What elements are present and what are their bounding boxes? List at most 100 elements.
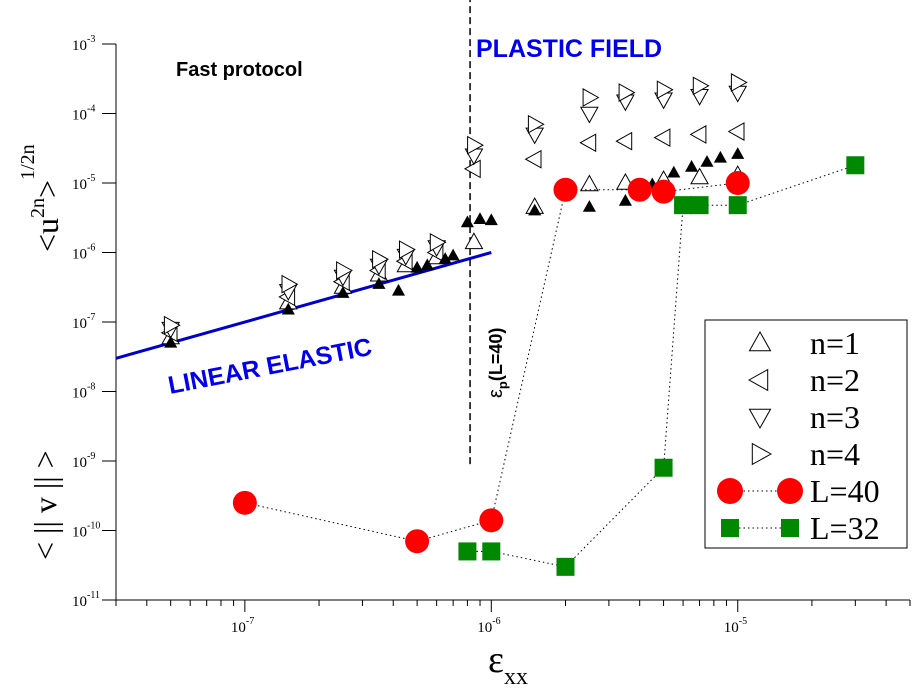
series-triangle-left (160, 122, 745, 343)
x-axis-label-main: ε (488, 639, 504, 681)
marker-circle (479, 508, 504, 533)
marker-triangle-filled (700, 155, 714, 167)
marker-triangle-right (527, 114, 545, 134)
x-tick-label-base: 10 (724, 620, 739, 636)
legend-marker-triangle-right (751, 442, 773, 466)
legend-marker-circle (717, 478, 743, 504)
y-tick-label: 10-10 (72, 521, 100, 541)
x-tick-label: 10-6 (477, 616, 500, 636)
y-axis-label-bottom: < || v || > (27, 450, 63, 560)
y-tick-label: 10-6 (72, 243, 95, 263)
marker-triangle-left (653, 128, 671, 148)
marker-triangle-filled (336, 286, 350, 298)
y-tick-label-exp: -8 (87, 382, 95, 393)
series-triangle-up-filled (164, 147, 745, 348)
marker-circle (405, 529, 430, 554)
marker-triangle-filled (713, 150, 727, 163)
plastic-field-annotation: PLASTIC FIELD (476, 35, 662, 63)
y-label-exp: 1/2n (17, 144, 39, 180)
marker-triangle-filled (281, 302, 295, 315)
y-tick-label-base: 10 (72, 108, 87, 124)
legend-item: L=40 (717, 473, 880, 509)
x-tick-label: 10-5 (724, 616, 747, 636)
x-tick-label-exp: -5 (739, 616, 747, 627)
marker-square (674, 196, 693, 215)
marker-triangle-filled (372, 277, 386, 289)
marker-triangle-right (467, 135, 484, 155)
tick-labels: 10-7 10-6 10-510-1110-1010-910-810-710-610… (72, 34, 747, 636)
marker-triangle-filled (685, 159, 699, 172)
marker-triangle-filled (618, 193, 632, 206)
marker-triangle-filled (446, 248, 460, 261)
legend-label: n=1 (810, 325, 860, 361)
legend-marker-square (781, 519, 799, 537)
marker-triangle-filled (582, 200, 596, 212)
marker-triangle-right (582, 88, 600, 107)
y-tick-label: 10-9 (72, 451, 95, 471)
y-tick-label-base: 10 (72, 316, 87, 332)
y-label-open: <u (29, 218, 65, 252)
legend-item: n=4 (751, 436, 860, 472)
marker-triangle-right (618, 83, 636, 102)
y-tick-label-base: 10 (72, 525, 87, 541)
marker-triangle-filled (731, 147, 745, 159)
marker-triangle-right (399, 240, 416, 260)
legend-marker-triangle-down (748, 408, 772, 430)
marker-circle (232, 490, 257, 515)
y-tick-label-base: 10 (72, 386, 87, 402)
series-layer (160, 73, 865, 576)
legend-marker-circle (777, 478, 803, 504)
legend-marker-triangle-up (748, 330, 772, 352)
legend-label: n=4 (810, 436, 860, 472)
y-label-sup: 2n (27, 198, 49, 218)
y-tick-label: 10-7 (72, 312, 95, 332)
y-axis-label-top: <u2n>1/2n (17, 144, 65, 252)
y-tick-label-base: 10 (72, 594, 87, 610)
marker-circle (627, 177, 652, 202)
marker-circle (553, 177, 578, 202)
legend-item: n=2 (747, 362, 860, 398)
x-axis-label-sub: xx (504, 664, 528, 690)
marker-triangle-left (524, 149, 542, 169)
y-tick-label-exp: -6 (87, 243, 95, 254)
marker-triangle-right (656, 80, 674, 100)
legend-label: n=2 (810, 362, 860, 398)
marker-triangle-right (730, 73, 748, 92)
marker-square (458, 542, 477, 561)
eps-p-symbol: ε (485, 389, 507, 398)
y-tick-label-base: 10 (72, 38, 87, 54)
marker-triangle-right (692, 76, 710, 96)
x-tick-label-base: 10 (477, 620, 492, 636)
x-tick-label-exp: -6 (492, 616, 500, 627)
x-axis-label: εxx (488, 639, 528, 690)
marker-triangle-filled (484, 213, 498, 226)
legend-marker-triangle-left (747, 368, 769, 392)
x-tick-label-base: 10 (231, 620, 246, 636)
eps-p-annotation: εp(L=40) (485, 328, 510, 398)
y-label-close: > (29, 180, 65, 198)
marker-triangle-filled (460, 215, 474, 228)
marker-triangle-up (464, 232, 484, 250)
y-tick-label-base: 10 (72, 247, 87, 263)
marker-triangle-filled (410, 260, 424, 273)
y-tick-label: 10-4 (72, 104, 95, 124)
y-tick-label: 10-5 (72, 173, 95, 193)
series-square (458, 156, 865, 576)
y-tick-label-base: 10 (72, 455, 87, 471)
marker-triangle-filled (391, 283, 406, 296)
marker-circle (725, 171, 750, 195)
marker-triangle-up (579, 174, 599, 192)
series-circle (232, 171, 750, 554)
marker-square (482, 542, 501, 561)
y-tick-label-exp: -9 (87, 451, 95, 462)
marker-circle (651, 179, 676, 204)
legend-label: L=32 (810, 510, 880, 546)
marker-square (654, 458, 673, 477)
marker-triangle-filled (420, 258, 434, 271)
y-tick-label: 10-8 (72, 382, 95, 402)
legend-label: L=40 (810, 473, 880, 509)
marker-triangle-up (690, 167, 709, 185)
marker-triangle-left (615, 131, 633, 151)
legend-label: n=3 (810, 399, 860, 435)
series-line (467, 164, 856, 568)
